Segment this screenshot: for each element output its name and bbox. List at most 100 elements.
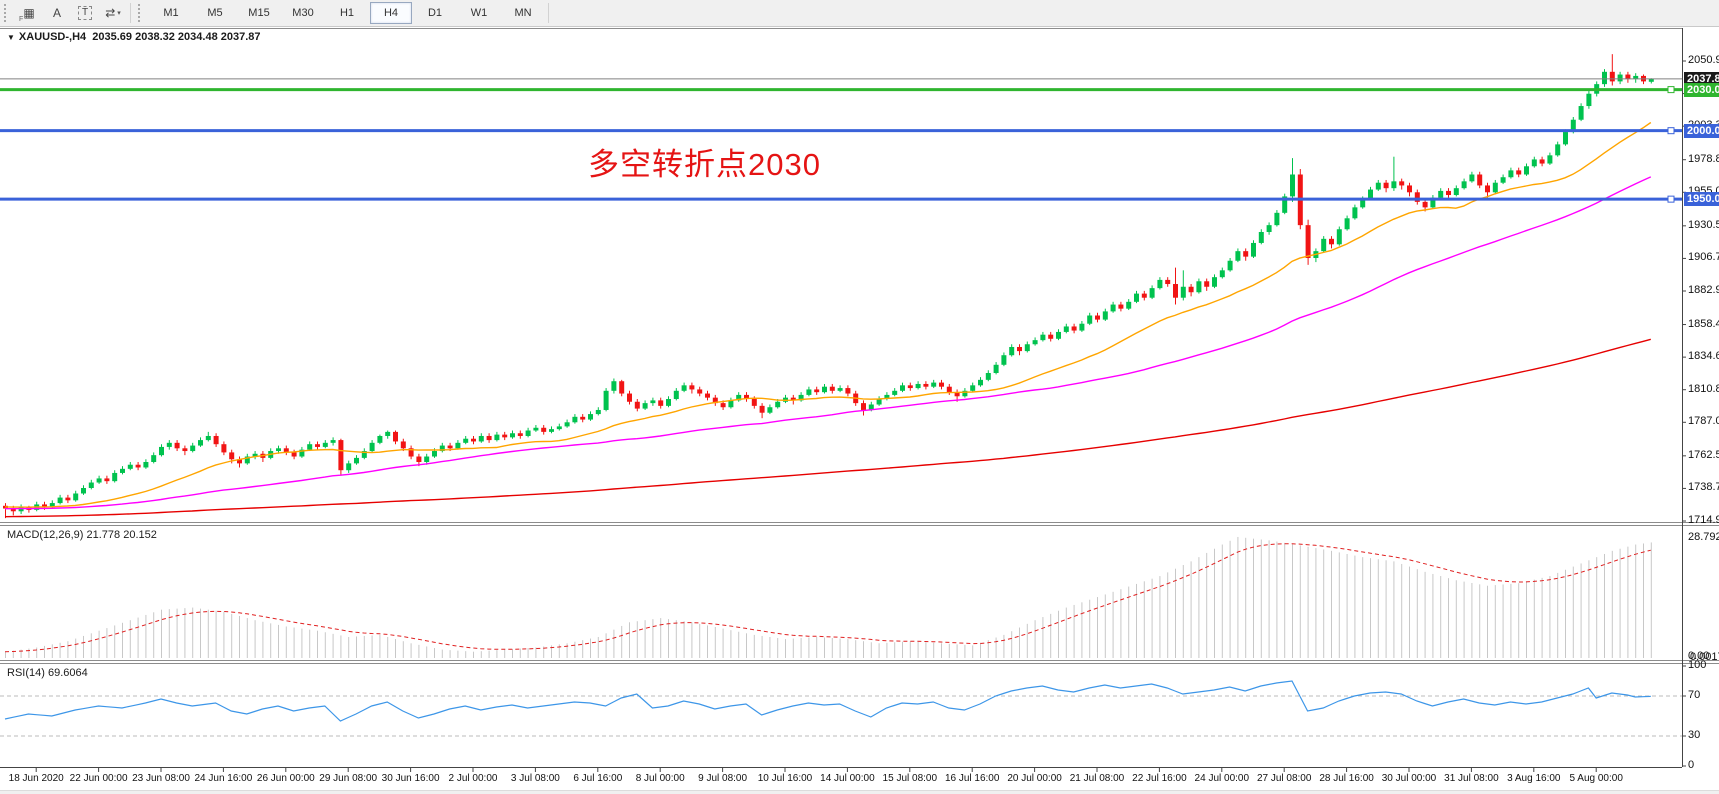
candle-body	[377, 435, 383, 443]
candle-body	[1414, 192, 1420, 202]
toolbar-drag-handle-2[interactable]	[138, 4, 145, 22]
macd-signal-value: 20.152	[123, 529, 157, 541]
candle-body	[1438, 190, 1444, 198]
macd-bar	[1526, 581, 1527, 658]
macd-bar	[1385, 560, 1387, 658]
macd-bar	[395, 639, 396, 658]
candle-body	[447, 445, 453, 449]
candle-body	[65, 497, 71, 501]
price-tick-label: 1714.90	[1688, 514, 1719, 526]
time-label: 3 Aug 16:00	[1507, 773, 1561, 784]
macd-bar	[402, 641, 404, 658]
candle-body	[634, 401, 640, 409]
tf-button-m30[interactable]: M30	[292, 7, 314, 19]
candle-body	[806, 389, 812, 395]
tf-button-h1[interactable]: H1	[339, 7, 355, 19]
hline-2030-handle[interactable]	[1667, 86, 1675, 94]
macd-bar	[964, 644, 966, 658]
candle-body	[1251, 242, 1256, 257]
candle-body	[151, 455, 157, 462]
candle-body	[1110, 304, 1116, 312]
candle-body	[81, 488, 86, 494]
macd-bar	[1362, 557, 1364, 658]
macd-bar	[75, 638, 77, 658]
candle-body	[338, 440, 344, 471]
hline-2000-handle[interactable]	[1667, 127, 1675, 135]
macd-bar	[1058, 610, 1059, 658]
macd-bar	[1221, 544, 1223, 658]
candle-body	[237, 459, 242, 464]
candle-body	[198, 440, 203, 446]
macd-bar	[1182, 565, 1184, 658]
macd-name: MACD(12,26,9)	[7, 529, 84, 541]
candle-body	[580, 416, 586, 420]
candle-body	[564, 422, 570, 427]
candle-body	[798, 394, 804, 401]
tf-button-mn[interactable]: MN	[514, 7, 532, 19]
arrows-tool-icon[interactable]: ⇄ ▾	[99, 1, 127, 25]
tf-button-w1[interactable]: W1	[470, 7, 488, 19]
text-a-icon[interactable]: A	[43, 1, 71, 25]
candle-body	[1282, 196, 1288, 213]
candle-body	[533, 427, 539, 431]
time-label: 27 Jul 08:00	[1256, 773, 1312, 784]
hline-1950-handle[interactable]	[1667, 195, 1675, 203]
candle-body	[299, 449, 305, 457]
macd-bar	[129, 620, 131, 658]
macd-bar	[777, 638, 779, 658]
candle-body	[517, 433, 523, 436]
candle-body	[915, 383, 921, 389]
candle-body	[494, 434, 500, 441]
macd-bar	[1510, 583, 1512, 658]
text-a-glyph: A	[52, 6, 61, 20]
macd-bar	[1541, 577, 1543, 658]
tf-button-m15[interactable]: M15	[248, 7, 270, 19]
macd-bar	[1026, 623, 1028, 658]
grid-tool-icon[interactable]: ▦ F	[15, 1, 43, 25]
macd-bar	[1198, 557, 1200, 658]
macd-bar	[1580, 563, 1582, 658]
tf-button-d1[interactable]: D1	[427, 7, 443, 19]
candle-body	[166, 442, 172, 447]
macd-bar	[933, 642, 935, 658]
time-label: 30 Jun 16:00	[381, 773, 440, 784]
candle-body	[1274, 212, 1280, 226]
collapse-triangle-icon[interactable]: ▼	[7, 33, 15, 42]
candle-body	[1563, 132, 1568, 145]
macd-bar	[941, 643, 942, 658]
candle-body	[1321, 238, 1327, 252]
macd-bar	[1650, 542, 1652, 658]
candle-body	[790, 397, 796, 401]
chart-text-annotation[interactable]: 多空转折点2030	[588, 147, 821, 182]
tf-button-m5[interactable]: M5	[207, 7, 223, 19]
macd-bar	[605, 633, 607, 658]
candle-body	[681, 385, 687, 391]
candle-body	[736, 394, 742, 401]
candle-body	[159, 446, 164, 456]
candle-body	[658, 400, 664, 406]
macd-bar	[746, 633, 747, 658]
macd-bar	[496, 650, 498, 658]
candle-body	[666, 399, 671, 406]
macd-bar	[995, 637, 997, 658]
candle-body	[1617, 74, 1623, 82]
macd-bar	[1307, 546, 1309, 658]
macd-bar	[1268, 540, 1270, 658]
macd-bar	[418, 644, 420, 658]
macd-bar	[51, 644, 53, 658]
macd-bar	[317, 630, 318, 658]
tf-button-h4[interactable]: H4	[370, 2, 412, 24]
macd-bar	[231, 613, 233, 658]
grid-glyph: ▦	[23, 6, 35, 20]
candle-body	[861, 403, 866, 410]
tf-button-m1[interactable]: M1	[163, 7, 179, 19]
macd-bar	[254, 620, 256, 658]
candle-body	[868, 404, 874, 410]
candle-body	[1040, 334, 1046, 341]
toolbar-drag-handle[interactable]	[4, 4, 11, 22]
candle-body	[127, 464, 133, 469]
text-label-icon[interactable]: T	[71, 1, 99, 25]
candle-body	[1539, 159, 1545, 164]
macd-bar	[1416, 569, 1418, 658]
macd-bar	[246, 618, 248, 658]
